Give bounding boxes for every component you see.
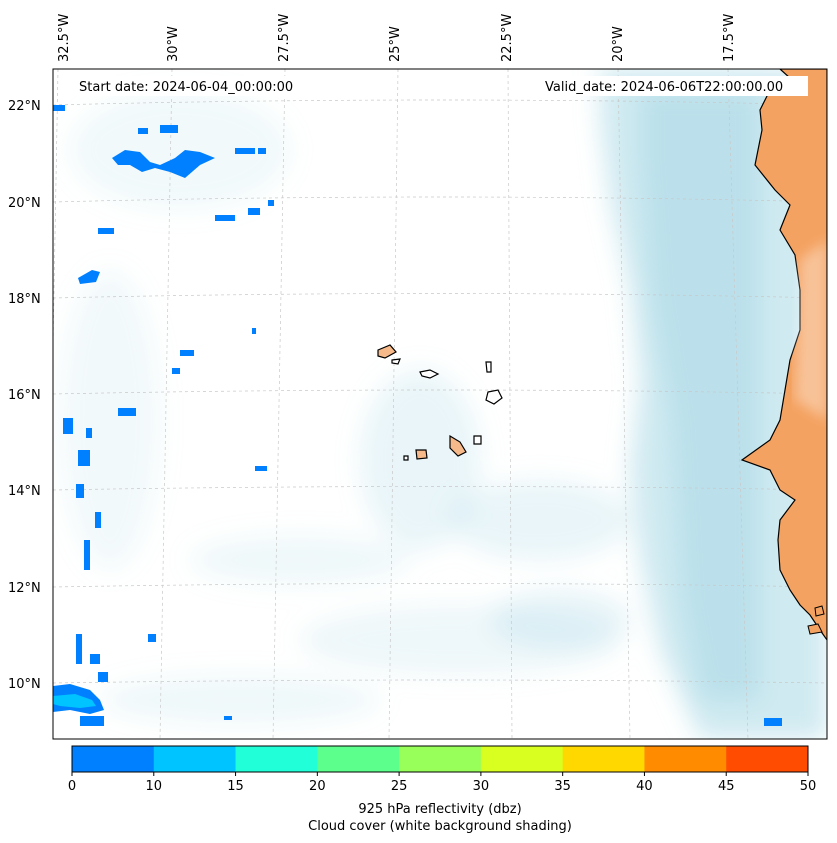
island-fogo <box>415 449 428 460</box>
island-sal <box>485 361 492 373</box>
island-maio <box>473 435 482 445</box>
lon-label: 25°W <box>388 26 403 62</box>
graticule <box>53 69 827 739</box>
lon-label: 20°W <box>611 26 626 62</box>
lat-label: 18°N <box>8 292 41 307</box>
colorbar-tick-label: 15 <box>227 779 244 794</box>
colorbar-tick-label: 35 <box>554 779 571 794</box>
colorbar-frame <box>71 745 809 773</box>
land-cloud-shading <box>795 240 827 420</box>
reflectivity-10-15-patches <box>53 694 96 708</box>
start-date-label: Start date: 2024-06-04_00:00:00 <box>79 80 293 95</box>
colorbar-tick-label: 20 <box>309 779 326 794</box>
colorbar-swatch <box>399 746 482 772</box>
lat-label: 20°N <box>8 196 41 211</box>
island-sao-nicolau <box>419 369 440 379</box>
longitude-labels: 32.5°W 30°W 27.5°W 25°W 22.5°W 20°W 17.5… <box>57 14 737 62</box>
africa-landmass <box>740 69 827 642</box>
start-date-box <box>72 76 317 96</box>
island-sao-vicente <box>391 358 401 365</box>
colorbar-tick-label: 10 <box>146 779 163 794</box>
colorbar-label-line1: 925 hPa reflectivity (dbz) <box>358 802 521 817</box>
colorbar-swatch <box>480 746 564 772</box>
colorbar-tick-label: 45 <box>718 779 735 794</box>
island-brava <box>403 455 409 461</box>
lat-label: 14°N <box>8 484 41 499</box>
lon-label: 27.5°W <box>277 14 292 62</box>
colorbar: 0 10 15 20 25 30 35 40 45 50 <box>68 745 817 794</box>
colorbar-swatch <box>153 746 237 772</box>
colorbar-tick-label: 40 <box>636 779 653 794</box>
lat-label: 16°N <box>8 388 41 403</box>
colorbar-swatch <box>72 746 155 772</box>
colorbar-tick-label: 25 <box>391 779 408 794</box>
lon-label: 30°W <box>166 26 181 62</box>
valid-date-box <box>538 76 808 96</box>
cape-verde-islands <box>377 344 503 461</box>
colorbar-swatch <box>235 746 318 772</box>
colorbar-swatch <box>644 746 727 772</box>
colorbar-tick-label: 0 <box>68 779 76 794</box>
lon-label: 32.5°W <box>57 14 72 62</box>
map-frame <box>52 68 828 740</box>
island-boa-vista <box>485 389 503 405</box>
colorbar-tick-label: 30 <box>473 779 490 794</box>
colorbar-tick-label: 50 <box>800 779 817 794</box>
colorbar-swatch <box>562 746 645 772</box>
lon-label: 17.5°W <box>722 14 737 62</box>
valid-date-label: Valid_date: 2024-06-06T22:00:00.00 <box>545 80 783 95</box>
colorbar-swatch <box>317 746 400 772</box>
lat-label: 22°N <box>8 99 41 114</box>
coastal-islets <box>807 605 825 635</box>
colorbar-swatch <box>726 746 809 772</box>
island-santo-antao <box>377 344 397 359</box>
latitude-labels: 22°N 20°N 18°N 16°N 14°N 12°N 10°N <box>8 99 41 692</box>
lat-label: 12°N <box>8 581 41 596</box>
lon-label: 22.5°W <box>500 14 515 62</box>
colorbar-label-line2: Cloud cover (white background shading) <box>308 819 572 834</box>
cloud-cover-shading <box>60 69 827 739</box>
island-santiago <box>449 434 467 457</box>
map-content <box>53 69 827 739</box>
lat-label: 10°N <box>8 677 41 692</box>
